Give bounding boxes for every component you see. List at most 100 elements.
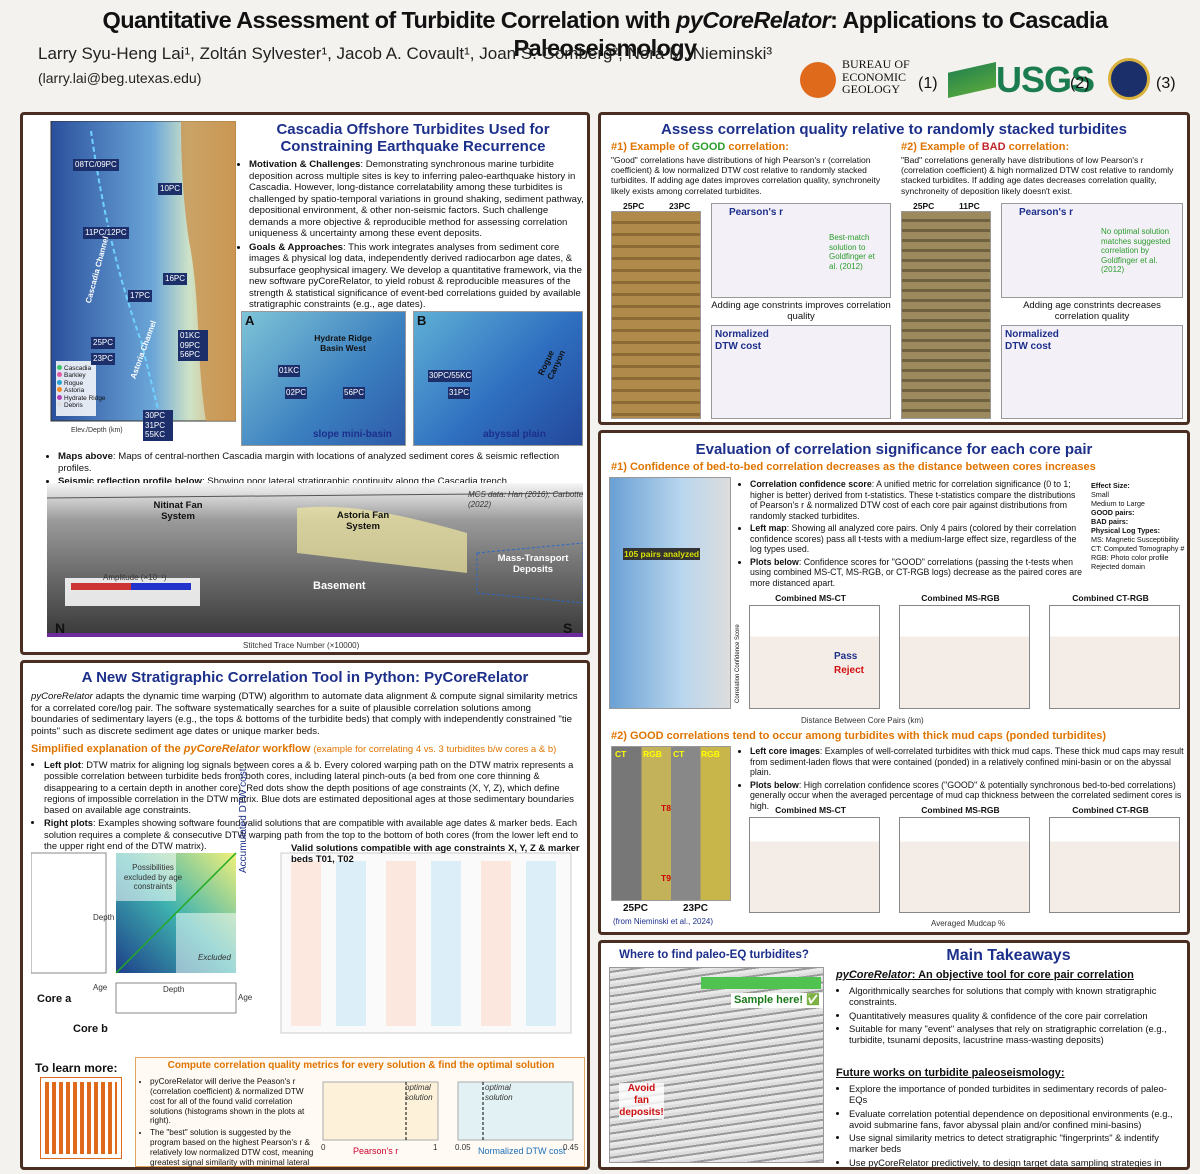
item-text: : Demonstrating synchronous marine turbi…	[249, 159, 584, 239]
core-label: RGB	[701, 749, 720, 759]
map-label: 16PC	[163, 273, 188, 285]
plot-area	[899, 817, 1030, 913]
seismic-label: Astoria Fan System	[336, 510, 390, 533]
seismic-label: S	[563, 620, 573, 636]
fig-label: Excluded	[198, 953, 231, 962]
future-title: Future works on turbidite paleoseismolog…	[836, 1067, 1065, 1079]
item-text: : Showing poor lateral stratigraphic con…	[201, 476, 510, 487]
item-label: Seismic reflection profile below	[58, 476, 202, 487]
evaluation-panel: Evaluation of correlation significance f…	[598, 430, 1190, 935]
fig-label: Age	[238, 993, 253, 1002]
pairs-map	[609, 477, 731, 709]
core-label: CT	[673, 749, 685, 759]
reject-label: Reject	[834, 665, 865, 676]
distance-plots: Combined MS-CT Combined MS-RGB Combined CT…	[735, 593, 1187, 713]
item-text: Explore the importance of ponded turbidi…	[849, 1083, 1167, 1106]
legend-text: Rogue	[64, 379, 84, 387]
legend-text: Astoria	[64, 387, 85, 395]
fig-label: Accumulated DTW cost	[238, 768, 249, 873]
seismic-label: Mass-Transport Deposits	[497, 553, 569, 576]
item-label: Left plot	[44, 759, 81, 770]
seismic-label: Nitinat Fan System	[153, 500, 203, 523]
map-label: 17PC	[128, 290, 153, 302]
panel-title: Assess correlation quality relative to r…	[661, 121, 1127, 138]
compute-title: Compute correlation quality metrics for …	[167, 1060, 555, 1071]
inset-label: slope mini-basin	[313, 429, 392, 440]
legend-text: Debris	[64, 402, 83, 410]
legend-entry: Cascadia	[57, 365, 106, 372]
list-item: Use signal similarity metrics to detect …	[849, 1132, 1183, 1155]
item-text: The "best" solution is suggested by the …	[150, 1128, 314, 1167]
hist-tick: 0.05	[455, 1143, 471, 1152]
inset-label: abyssal plain	[483, 429, 546, 440]
subheading: Simplified explanation of the pyCoreRela…	[31, 743, 557, 755]
item-text: Use pyCoreRelator predictively, to desig…	[849, 1156, 1162, 1168]
legend-text: Hydrate Ridge	[64, 394, 106, 402]
inset-label: A	[245, 313, 255, 328]
plot-area	[899, 605, 1030, 709]
map-label: 25PC	[91, 337, 116, 349]
fig-label: Age	[93, 983, 108, 992]
affil-2: (2)	[1070, 75, 1090, 92]
legend-entry: Astoria	[57, 387, 106, 394]
legend-swatch	[57, 372, 62, 378]
beg-logo	[800, 62, 836, 98]
compute-bullets: pyCoreRelator will derive the Peason's r…	[139, 1077, 314, 1167]
map-label: 105 pairs analyzed	[623, 548, 701, 561]
fig-label: Core b	[73, 1023, 108, 1035]
item-label: Left map	[750, 523, 787, 534]
fig-label: Depth	[163, 985, 185, 994]
plot-frame: Combined CT-RGB	[1039, 593, 1182, 713]
plot-frame: Combined MS-CT	[739, 805, 882, 917]
legend-entry: Barkley	[57, 372, 106, 379]
seismic-label: Basement	[313, 580, 366, 592]
inset-label: 56PC	[343, 387, 366, 399]
learn-title: To learn more:	[35, 1061, 118, 1075]
plot-title: Combined CT-RGB	[1072, 593, 1149, 603]
list-item: Explore the importance of ponded turbidi…	[849, 1083, 1183, 1106]
list-item: Left map: Showing all analyzed core pair…	[750, 523, 1084, 555]
item-text: Suitable for many "event" analyses that …	[849, 1022, 1167, 1046]
list: Algorithmically searches for solutions t…	[838, 985, 1183, 1047]
item-text: : Examples showing software found valid …	[44, 817, 579, 851]
legend-text: Cascadia	[64, 365, 92, 372]
poster-title: Quantitative Assessment of Turbidite Cor…	[102, 7, 1109, 62]
inset-label: Hydrate Ridge Basin West	[314, 333, 372, 354]
inset-label: 01KC	[278, 365, 301, 377]
item-label: Goals & Approaches	[249, 241, 344, 253]
core-label: 25PC	[623, 201, 645, 211]
list-item: Evaluate correlation potential dependenc…	[849, 1108, 1183, 1131]
legend-text: Barkley	[64, 372, 86, 380]
takeaway-sub: pyCoreRelator: An objective tool for cor…	[836, 969, 1134, 981]
good-dtw	[711, 325, 891, 419]
item-text: : Maps of central-northen Cascadia margi…	[58, 451, 560, 474]
plot-frame: Combined MS-RGB	[889, 805, 1032, 917]
hist-label: Normalized DTW cost	[478, 1146, 566, 1156]
section-heading: #1) Confidence of bed-to-bed correlation…	[611, 461, 1096, 473]
usgs-wave	[948, 62, 996, 98]
list-item: Correlation confidence score: A unified …	[750, 479, 1084, 521]
list-item: Suitable for many "event" analyses that …	[849, 1023, 1183, 1046]
legend-swatch	[57, 387, 62, 393]
plot-area	[749, 605, 880, 709]
avoid-label: Avoid fan deposits!	[619, 1083, 664, 1119]
plot-frame: Combined MS-RGB	[889, 593, 1032, 713]
core-label: 23PC	[669, 201, 691, 211]
list-item: The "best" solution is suggested by the …	[150, 1128, 314, 1167]
legend-entry: BAD pairs:	[1091, 517, 1129, 526]
good-cores	[611, 211, 701, 419]
good-heading: #1) Example of GOOD correlation:	[611, 141, 789, 153]
sample-label: Sample here! ✅	[731, 993, 823, 1009]
map-label: 10PC	[158, 183, 183, 195]
item-label: Plots below	[750, 556, 799, 567]
plot-title: Combined MS-RGB	[921, 593, 1000, 603]
item-text: : A unified metric for correlation signi…	[750, 479, 1076, 521]
item-label: Motivation & Challenges	[249, 159, 361, 170]
seismic-credit: MCS data: Han (2016); Carbotte (2022)	[468, 490, 584, 509]
inset-label: 30PC/55KC	[428, 370, 473, 382]
state-seal	[1108, 58, 1150, 100]
plot-frame: Combined MS-CT	[739, 593, 882, 713]
hist-label: optimal solution	[485, 1083, 513, 1102]
plot-label: Normalized DTW cost	[1005, 329, 1059, 352]
core-label: RGB	[643, 749, 662, 759]
